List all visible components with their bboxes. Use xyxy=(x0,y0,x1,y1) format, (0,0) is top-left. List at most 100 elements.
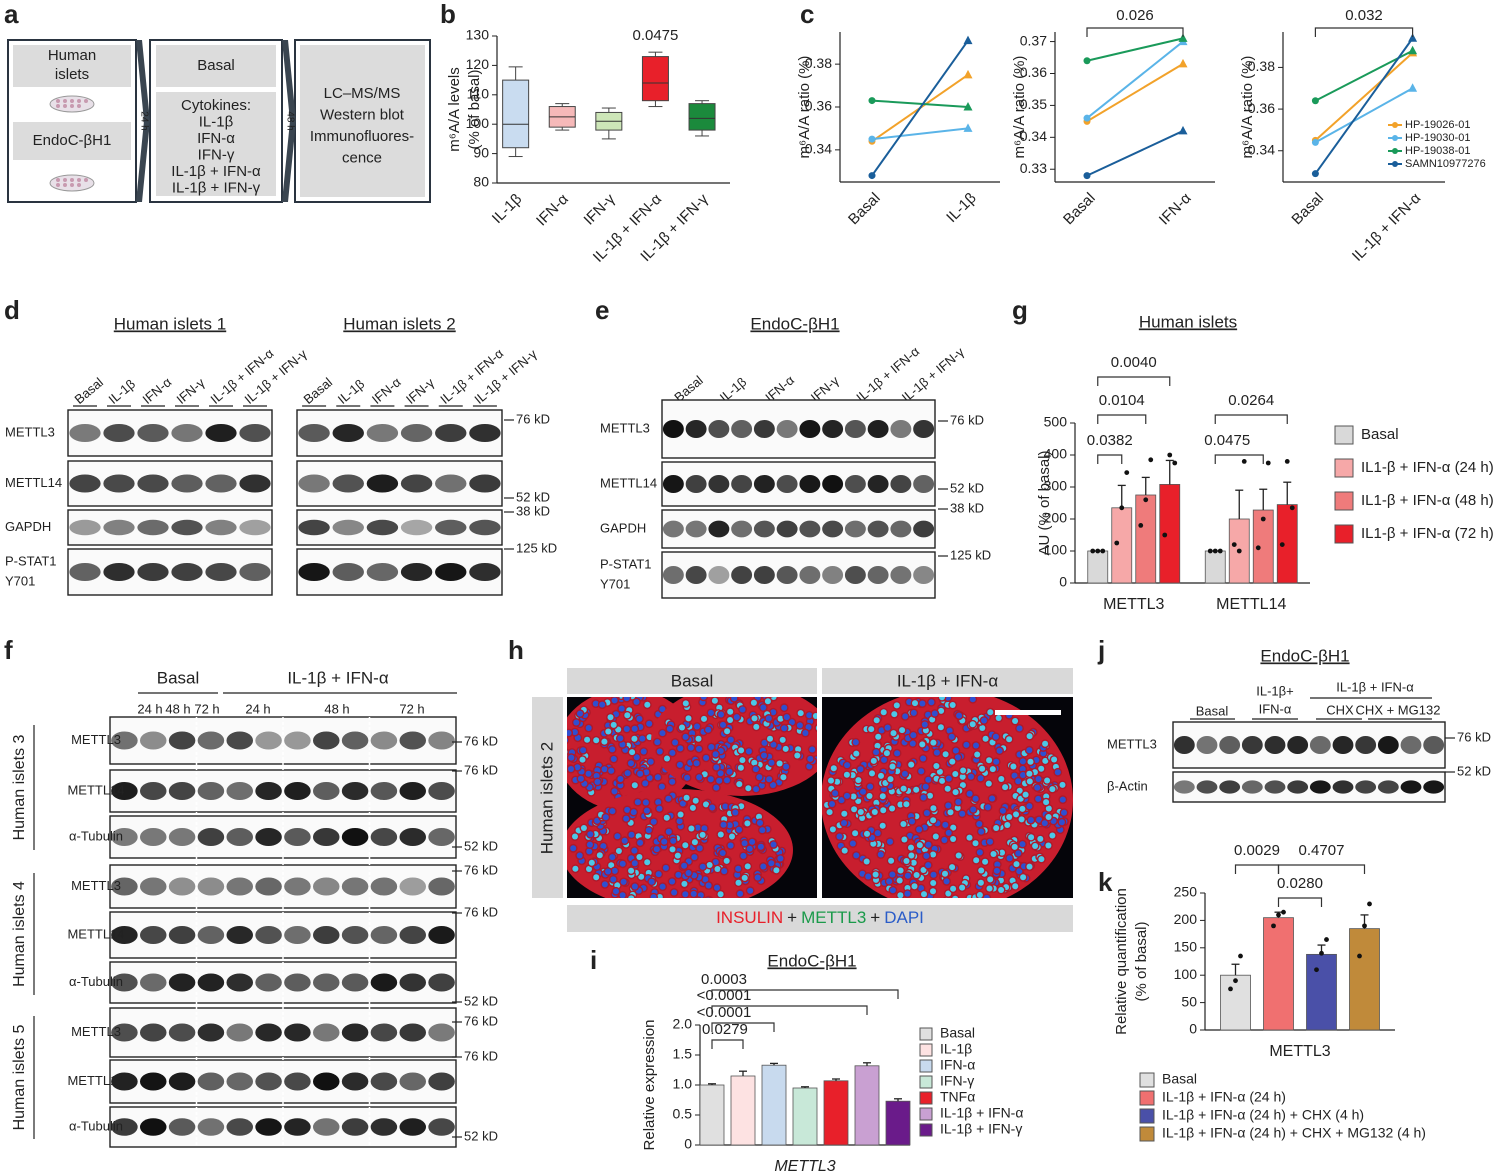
nucleus xyxy=(982,859,988,865)
row-label: GAPDH xyxy=(600,520,646,535)
scale-bar xyxy=(995,710,1061,715)
band xyxy=(371,782,398,800)
data-point xyxy=(1266,461,1271,466)
y-axis-label: AU (% of basal) xyxy=(1036,450,1053,555)
row-label: METTL3 xyxy=(71,1024,121,1039)
legend-label: HP-19030-01 xyxy=(1405,132,1470,144)
legend-label: Basal xyxy=(1162,1071,1197,1087)
dish-cell xyxy=(56,99,60,103)
band xyxy=(103,563,134,581)
data-point xyxy=(1237,549,1242,554)
nucleus xyxy=(1020,874,1026,880)
nucleus xyxy=(734,714,740,720)
marker xyxy=(964,36,973,45)
nucleus xyxy=(967,835,973,841)
nucleus xyxy=(720,722,726,728)
p-value: 0.0382 xyxy=(1087,432,1133,449)
y-tick-label: 100 xyxy=(1174,966,1198,982)
x-tick-label: METTL3 xyxy=(1103,596,1164,613)
nucleus xyxy=(621,879,627,885)
box xyxy=(642,57,668,101)
row-label: β-Actin xyxy=(1107,778,1148,793)
nucleus xyxy=(916,827,922,833)
band xyxy=(890,521,911,538)
band xyxy=(198,878,225,896)
blot-title: Human islets 2 xyxy=(343,314,455,333)
nucleus xyxy=(970,807,976,813)
nucleus xyxy=(1028,817,1034,823)
band xyxy=(169,782,196,800)
band xyxy=(171,563,202,581)
nucleus xyxy=(747,846,753,852)
nucleus xyxy=(813,713,819,719)
nucleus xyxy=(918,768,924,774)
legend-swatch xyxy=(920,1044,932,1056)
size-marker: 52 kD xyxy=(950,480,984,495)
nucleus xyxy=(921,891,927,897)
nucleus xyxy=(979,725,985,731)
band xyxy=(754,566,775,584)
bracket xyxy=(1098,455,1122,464)
nucleus xyxy=(949,734,955,740)
nucleus xyxy=(692,839,698,845)
nucleus xyxy=(768,860,774,866)
nucleus xyxy=(599,702,605,708)
band xyxy=(171,424,202,442)
band xyxy=(367,424,398,442)
dish-cell xyxy=(77,178,81,182)
band xyxy=(140,1024,167,1042)
nucleus xyxy=(1019,806,1025,812)
nucleus xyxy=(708,710,714,716)
data-point xyxy=(1172,461,1177,466)
nucleus xyxy=(889,872,895,878)
y-axis-label: (% of basal) xyxy=(1133,921,1150,1001)
nucleus xyxy=(1006,736,1012,742)
band xyxy=(401,563,432,581)
band xyxy=(333,563,364,581)
nucleus xyxy=(987,876,993,882)
nucleus xyxy=(864,859,870,865)
time-label: 24 h xyxy=(137,701,162,716)
band xyxy=(663,475,684,493)
nucleus xyxy=(842,848,848,854)
data-point xyxy=(1362,923,1367,928)
nucleus xyxy=(897,878,903,884)
nucleus xyxy=(771,842,777,848)
nucleus xyxy=(624,712,630,718)
legend-swatch xyxy=(1335,525,1353,543)
nucleus xyxy=(696,746,702,752)
band xyxy=(284,926,311,944)
nucleus xyxy=(690,805,696,811)
nucleus xyxy=(724,858,730,864)
nucleus xyxy=(570,845,576,851)
band xyxy=(1423,736,1444,754)
size-marker: 76 kD xyxy=(464,1048,498,1063)
marker xyxy=(1084,172,1091,179)
nucleus xyxy=(993,825,999,831)
label: IL-1β + IFN-γ xyxy=(172,179,261,196)
nucleus xyxy=(727,769,733,775)
stain-label: DAPI xyxy=(884,908,924,927)
row-label: Y701 xyxy=(600,576,630,591)
band xyxy=(435,520,466,535)
nucleus xyxy=(986,781,992,787)
nucleus xyxy=(956,713,962,719)
nucleus xyxy=(872,809,878,815)
data-point xyxy=(1285,459,1290,464)
series-line xyxy=(1315,38,1412,173)
nucleus xyxy=(695,898,701,904)
nucleus xyxy=(738,765,744,771)
band xyxy=(169,974,196,992)
lane-label: CHX + MG132 xyxy=(1356,702,1441,717)
nucleus xyxy=(939,694,945,700)
nucleus xyxy=(880,807,886,813)
band xyxy=(663,566,684,584)
nucleus xyxy=(760,864,766,870)
nucleus xyxy=(809,747,815,753)
nucleus xyxy=(874,717,880,723)
band xyxy=(428,1024,455,1042)
nucleus xyxy=(614,833,620,839)
nucleus xyxy=(891,730,897,736)
nucleus xyxy=(749,839,755,845)
nucleus xyxy=(609,854,615,860)
